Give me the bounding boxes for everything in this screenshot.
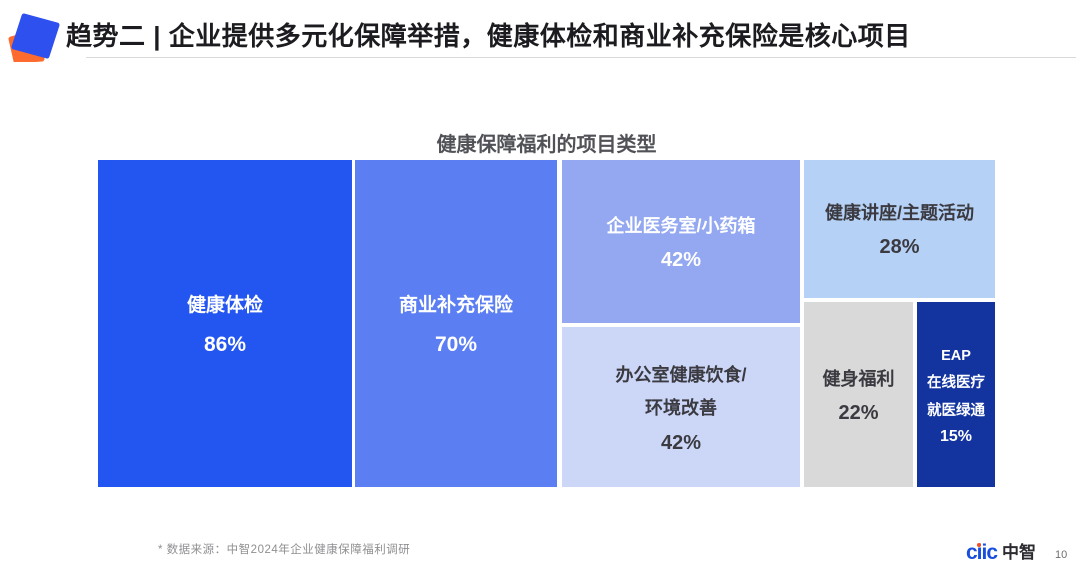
block-value: 86% bbox=[203, 333, 247, 356]
ciic-wordmark: ciic bbox=[966, 541, 998, 564]
treemap-block-lectures-activities: 健康讲座/主题活动 28% bbox=[804, 160, 995, 298]
treemap-block-fitness-benefit: 健身福利 22% bbox=[804, 302, 913, 487]
ciic-wordmark-text: ciic bbox=[966, 541, 998, 564]
treemap-block-commercial-insurance: 商业补充保险 70% bbox=[355, 160, 557, 487]
chart-title: 健康保障福利的项目类型 bbox=[436, 134, 657, 156]
treemap-block-office-diet-environment: 办公室健康饮食/ 环境改善 42% bbox=[562, 327, 800, 487]
ciic-orange-dot-icon bbox=[976, 542, 981, 547]
page-number: 10 bbox=[1055, 549, 1068, 561]
treemap-chart: 健康体检 86% 商业补充保险 70% 企业医务室/小药箱 42% 办公室健康饮… bbox=[98, 160, 995, 487]
brand-swoosh-icon bbox=[8, 13, 60, 62]
treemap-block-health-checkup: 健康体检 86% bbox=[98, 160, 352, 487]
block-label: 办公室健康饮食/ 环境改善 bbox=[615, 365, 747, 418]
block-value: 28% bbox=[879, 236, 920, 258]
data-source-note: * 数据来源：中智2024年企业健康保障福利调研 bbox=[158, 544, 411, 556]
ciic-logo: ciic 中智 bbox=[966, 542, 1036, 563]
block-value: 70% bbox=[434, 333, 478, 356]
block-value: 42% bbox=[660, 431, 702, 454]
treemap-block-clinic-medicine-box: 企业医务室/小药箱 42% bbox=[562, 160, 800, 323]
block-label: 健身福利 bbox=[822, 368, 895, 389]
block-label: EAP 在线医疗 就医绿通 bbox=[927, 347, 985, 419]
page-title: 趋势二 | 企业提供多元化保障举措，健康体检和商业补充保险是核心项目 bbox=[66, 21, 911, 51]
treemap-block-eap: EAP 在线医疗 就医绿通 15% bbox=[917, 302, 995, 487]
block-label: 企业医务室/小药箱 bbox=[606, 215, 756, 236]
block-value: 42% bbox=[660, 248, 702, 271]
header-divider bbox=[86, 57, 1076, 58]
block-label: 商业补充保险 bbox=[398, 295, 513, 316]
ciic-company-name: 中智 bbox=[1002, 543, 1037, 562]
block-label: 健康讲座/主题活动 bbox=[824, 203, 974, 223]
block-value: 15% bbox=[939, 428, 973, 446]
block-label: 健康体检 bbox=[186, 295, 263, 316]
block-value: 22% bbox=[838, 401, 879, 424]
